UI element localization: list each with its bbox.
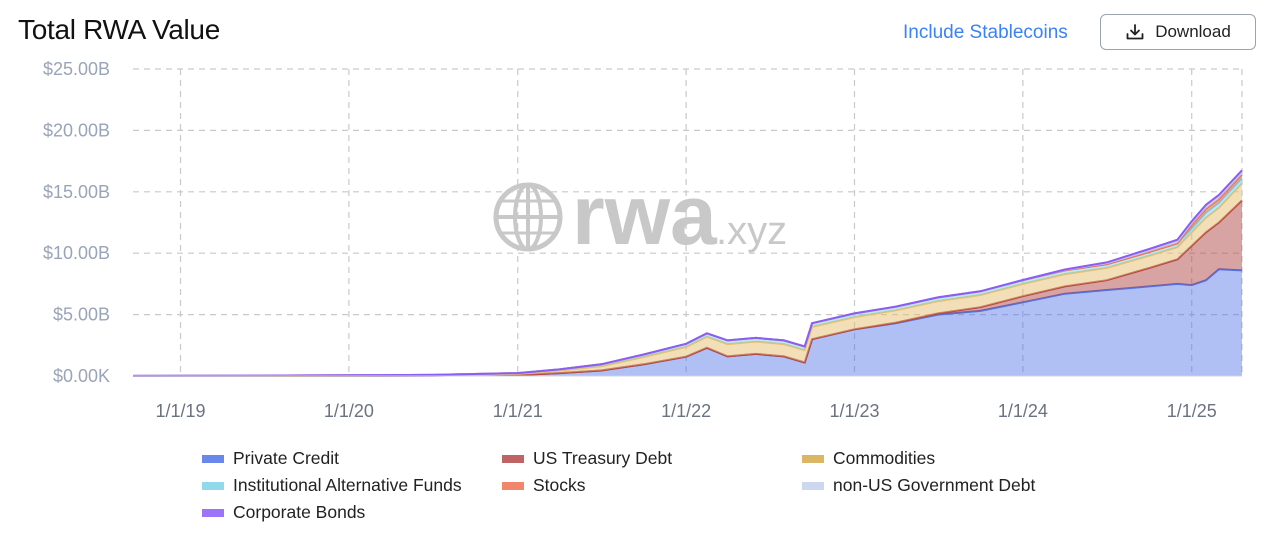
chart-grid (133, 68, 1243, 376)
include-stablecoins-toggle[interactable]: Include Stablecoins (903, 22, 1068, 43)
chart-areas (132, 169, 1243, 377)
chart-legend: Private Credit US Treasury Debt Commoditie… (202, 448, 1102, 538)
y-tick-label: $10.00B (43, 243, 110, 263)
legend-swatch (202, 454, 224, 463)
x-tick-label: 1/1/23 (829, 401, 879, 421)
download-icon (1126, 24, 1144, 40)
legend-swatch (802, 481, 824, 490)
watermark-text: rwa (572, 168, 718, 262)
legend-swatch (202, 481, 224, 490)
y-tick-label: $5.00B (53, 305, 110, 325)
legend-label: Institutional Alternative Funds (233, 475, 462, 495)
y-tick-label: $25.00B (43, 59, 110, 79)
legend-label: non-US Government Debt (833, 475, 1036, 495)
legend-label: Stocks (533, 475, 586, 495)
chart-title: Total RWA Value (18, 14, 220, 45)
legend-item-us-treasury-debt[interactable]: US Treasury Debt (502, 448, 672, 469)
x-tick-label: 1/1/19 (155, 401, 205, 421)
y-tick-label: $0.00K (53, 366, 110, 386)
legend-item-stocks[interactable]: Stocks (502, 475, 586, 496)
x-tick-label: 1/1/22 (661, 401, 711, 421)
legend-item-institutional-alternative-funds[interactable]: Institutional Alternative Funds (202, 475, 462, 496)
x-axis: 1/1/19 1/1/20 1/1/21 1/1/22 1/1/23 1/1/24 1/1/… (155, 401, 1216, 421)
globe-icon (493, 182, 563, 252)
x-tick-label: 1/1/24 (998, 401, 1048, 421)
legend-item-non-us-government-debt[interactable]: non-US Government Debt (802, 475, 1035, 496)
legend-swatch (802, 454, 824, 463)
legend-swatch (502, 481, 524, 490)
legend-label: Private Credit (233, 448, 340, 468)
rwa-watermark: rwa .xyz (493, 168, 787, 262)
rwa-area-chart: rwa .xyz $0.00K $5.00B $10.00B $15.00B $20.0… (43, 59, 1243, 421)
y-tick-label: $15.00B (43, 182, 110, 202)
legend-item-private-credit[interactable]: Private Credit (202, 448, 339, 469)
area-private-credit (133, 269, 1242, 376)
legend-label: Corporate Bonds (233, 502, 366, 522)
download-button[interactable]: Download (1100, 14, 1256, 50)
x-tick-label: 1/1/25 (1167, 401, 1217, 421)
x-tick-label: 1/1/21 (493, 401, 543, 421)
legend-item-commodities[interactable]: Commodities (802, 448, 935, 469)
watermark-suffix: .xyz (716, 209, 787, 253)
y-axis: $0.00K $5.00B $10.00B $15.00B $20.00B $25.00B (43, 59, 110, 386)
y-tick-label: $20.00B (43, 120, 110, 140)
legend-label: US Treasury Debt (533, 448, 673, 468)
legend-label: Commodities (833, 448, 936, 468)
download-label: Download (1155, 22, 1231, 41)
line-corporate-bonds (132, 169, 1243, 377)
legend-swatch (502, 454, 524, 463)
x-tick-label: 1/1/20 (324, 401, 374, 421)
legend-swatch (202, 508, 224, 517)
legend-item-corporate-bonds[interactable]: Corporate Bonds (202, 502, 365, 523)
